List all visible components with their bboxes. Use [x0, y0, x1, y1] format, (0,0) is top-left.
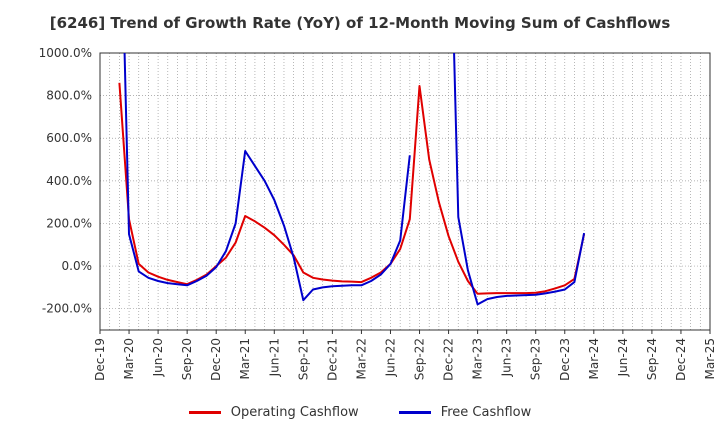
y-tick-label: 800.0% [46, 89, 92, 103]
x-tick-label: Jun-23 [500, 338, 514, 377]
legend-item-free-cashflow: Free Cashflow [398, 405, 532, 420]
x-tick-label: Jun-22 [383, 338, 397, 377]
x-tick-label: Sep-20 [180, 338, 194, 380]
legend: Operating Cashflow Free Cashflow [0, 405, 720, 420]
legend-label-free-cashflow: Free Cashflow [440, 405, 532, 420]
y-tick-label: 600.0% [46, 131, 92, 145]
chart-title: [6246] Trend of Growth Rate (YoY) of 12-… [49, 14, 671, 32]
y-tick-label: 400.0% [46, 174, 92, 188]
legend-swatch-free-cashflow [398, 411, 431, 414]
x-tick-label: Dec-23 [558, 338, 572, 381]
series-line-free-cashflow [123, 53, 411, 302]
legend-item-operating-cashflow: Operating Cashflow [188, 405, 359, 420]
x-tick-label: Mar-21 [238, 338, 252, 379]
x-tick-label: Mar-25 [703, 338, 717, 379]
plot-frame [99, 52, 711, 331]
series-line-free-cashflow [453, 53, 586, 306]
x-tick-label: Mar-24 [587, 338, 601, 379]
x-tick-label: Sep-21 [296, 338, 310, 380]
legend-swatch-operating-cashflow [188, 411, 221, 414]
x-tick-label: Dec-24 [674, 338, 688, 381]
x-tick-label: Dec-22 [442, 338, 456, 381]
y-tick-label: 1000.0% [39, 46, 92, 60]
x-tick-label: Mar-20 [122, 338, 136, 379]
y-tick-label: 0.0% [62, 259, 93, 273]
x-tick-label: Mar-23 [471, 338, 485, 379]
x-tick-label: Jun-21 [267, 338, 281, 377]
x-tick-label: Sep-24 [645, 338, 659, 380]
x-tick-label: Mar-22 [354, 338, 368, 379]
y-tick-label: -200.0% [42, 302, 92, 316]
tick-labels: 1000.0% 800.0% 600.0% 400.0% 200.0% 0.0% -200.… [39, 46, 717, 381]
x-tick-label: Dec-19 [93, 338, 107, 381]
legend-label-operating-cashflow: Operating Cashflow [230, 405, 359, 420]
x-tick-label: Jun-24 [616, 338, 630, 377]
series-lines [118, 53, 586, 306]
x-tick-label: Sep-22 [413, 338, 427, 380]
x-tick-label: Sep-23 [529, 338, 543, 380]
x-tick-label: Dec-20 [209, 338, 223, 381]
x-tick-label: Dec-21 [325, 338, 339, 381]
axes [99, 52, 711, 334]
y-tick-label: 200.0% [46, 216, 92, 230]
x-tick-label: Jun-20 [151, 338, 165, 377]
